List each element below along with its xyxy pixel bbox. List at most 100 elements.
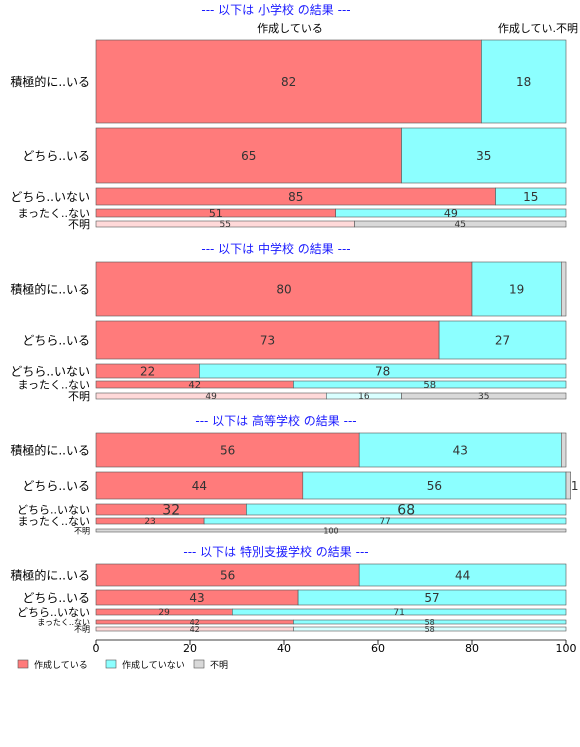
data-label: 100 xyxy=(323,526,338,535)
bar-segment xyxy=(481,39,567,124)
data-label: 49 xyxy=(444,207,458,220)
data-label: 56 xyxy=(220,443,235,457)
bar-segment xyxy=(401,127,567,184)
data-label: 58 xyxy=(425,618,435,627)
panel-title: --- 以下は 高等学校 の結果 --- xyxy=(195,413,356,428)
data-label: 71 xyxy=(393,608,404,618)
bar-segment xyxy=(438,320,567,360)
data-label: 57 xyxy=(424,591,439,605)
row-label: どちら..いない xyxy=(17,606,90,619)
bar-segment xyxy=(203,517,567,525)
bar-segment xyxy=(232,608,567,616)
panel-title: --- 以下は 中学校 の結果 --- xyxy=(201,241,350,256)
bar-segment xyxy=(358,563,567,587)
row-label: どちら..いる xyxy=(22,591,90,605)
legend-label: 作成している xyxy=(34,659,88,671)
row-label: どちら..いる xyxy=(22,479,90,493)
bar-segment xyxy=(95,432,360,468)
data-label: 42 xyxy=(190,618,200,627)
x-tick-label: 60 xyxy=(371,642,385,655)
panel-title: --- 以下は 特別支援学校 の結果 --- xyxy=(183,544,368,559)
bar-segment xyxy=(565,471,571,500)
x-tick-label: 100 xyxy=(556,642,577,655)
legend-swatch xyxy=(193,659,205,669)
bar-segment xyxy=(471,261,562,317)
data-label: 42 xyxy=(190,625,200,634)
data-label: 58 xyxy=(423,380,436,391)
row-label: どちら..いる xyxy=(22,149,90,163)
row-label: まったく..ない xyxy=(17,515,90,528)
data-label: 1 xyxy=(571,479,579,493)
row-label: 不明 xyxy=(74,625,90,634)
data-label: 29 xyxy=(158,608,170,618)
bar-segment xyxy=(293,626,567,632)
bar-segment xyxy=(95,261,473,317)
column-label: 作成してい.不明 xyxy=(498,22,578,35)
bar-segment xyxy=(293,380,567,389)
data-label: 78 xyxy=(375,364,390,378)
data-label: 44 xyxy=(192,479,207,493)
bar-segment xyxy=(246,503,567,516)
x-tick-label: 0 xyxy=(93,642,100,655)
data-label: 23 xyxy=(144,517,155,527)
row-label: まったく..ない xyxy=(17,207,90,220)
data-label: 15 xyxy=(523,190,538,204)
legend-swatch xyxy=(17,659,29,669)
data-label: 56 xyxy=(220,568,235,582)
data-label: 77 xyxy=(379,517,390,527)
data-label: 45 xyxy=(455,220,466,230)
row-label: まったく..ない xyxy=(17,378,90,391)
data-label: 19 xyxy=(509,282,524,296)
row-label: どちら..いない xyxy=(10,364,90,378)
data-label: 32 xyxy=(162,503,180,519)
bar-segment xyxy=(95,127,402,184)
data-label: 42 xyxy=(188,380,201,391)
data-label: 55 xyxy=(220,220,231,230)
row-label: 積極的に..いる xyxy=(10,442,90,457)
data-label: 16 xyxy=(358,392,370,402)
data-label: 73 xyxy=(260,333,275,347)
row-label: 不明 xyxy=(68,218,90,231)
bar-segment xyxy=(293,619,567,625)
data-label: 35 xyxy=(476,149,491,163)
panel-title: --- 以下は 小学校 の結果 --- xyxy=(201,2,350,17)
row-label: どちら..いる xyxy=(22,333,90,347)
data-label: 82 xyxy=(281,75,296,89)
legend-label: 作成していない xyxy=(122,659,185,671)
data-label: 43 xyxy=(189,591,204,605)
data-label: 44 xyxy=(455,568,470,582)
bar-segment xyxy=(335,208,567,218)
legend-swatch xyxy=(105,659,117,669)
bar-segment xyxy=(199,363,567,379)
data-label: 49 xyxy=(205,392,217,402)
data-label: 56 xyxy=(427,479,442,493)
data-label: 35 xyxy=(478,392,489,402)
column-label: 作成している xyxy=(257,22,323,35)
data-label: 51 xyxy=(209,207,223,220)
data-label: 80 xyxy=(276,282,291,296)
data-label: 58 xyxy=(425,625,435,634)
row-label: どちら..いない xyxy=(10,190,90,204)
bar-segment xyxy=(95,320,440,360)
data-label: 22 xyxy=(140,364,155,378)
data-label: 18 xyxy=(516,75,531,89)
data-label: 43 xyxy=(453,443,468,457)
bar-segment xyxy=(495,187,567,206)
x-tick-label: 40 xyxy=(277,642,291,655)
row-label: どちら..いない xyxy=(17,503,90,516)
row-label: 不明 xyxy=(68,390,90,403)
bar-segment xyxy=(95,471,304,500)
row-label: まったく..ない xyxy=(37,618,90,627)
bar-segment xyxy=(302,471,567,500)
bar-segment xyxy=(354,220,567,228)
bar-segment xyxy=(95,528,567,533)
bar-segment xyxy=(297,589,567,606)
data-label: 85 xyxy=(288,190,303,204)
row-label: 積極的に..いる xyxy=(10,74,90,89)
bar-segment xyxy=(401,392,567,400)
row-label: 積極的に..いる xyxy=(10,281,90,296)
legend-label: 不明 xyxy=(210,660,228,671)
bar-segment xyxy=(560,432,567,468)
bar-segment xyxy=(95,39,482,124)
